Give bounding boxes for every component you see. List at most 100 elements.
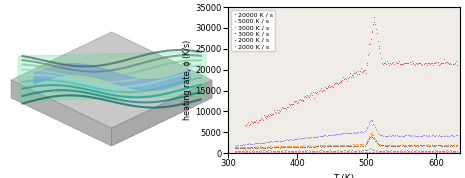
Point <box>325 85 332 88</box>
Point <box>242 124 250 127</box>
Point <box>300 145 308 148</box>
Point <box>383 143 391 146</box>
Point <box>274 150 282 153</box>
Point <box>234 150 241 153</box>
Point <box>435 150 442 153</box>
Point <box>231 149 239 152</box>
Point <box>349 74 356 77</box>
Point <box>390 61 397 64</box>
Point <box>330 133 338 136</box>
Point <box>318 144 325 146</box>
Point <box>376 150 384 153</box>
Point <box>368 148 375 150</box>
Point <box>389 143 397 146</box>
Point <box>374 40 381 43</box>
Point <box>329 149 336 152</box>
Point <box>265 114 272 116</box>
Point <box>266 112 274 115</box>
Point <box>270 108 278 111</box>
Point <box>256 119 264 122</box>
Point <box>242 145 249 148</box>
Point <box>269 149 276 152</box>
Point <box>399 143 406 146</box>
Point <box>336 132 343 135</box>
Point <box>438 144 445 147</box>
Point <box>243 143 250 146</box>
Point <box>430 134 438 137</box>
Point <box>405 144 412 147</box>
Point <box>306 144 313 146</box>
Point <box>326 134 334 136</box>
Point <box>435 134 443 137</box>
Point <box>389 144 397 147</box>
Point <box>231 150 239 153</box>
Point <box>287 149 294 152</box>
Point <box>434 61 441 64</box>
Point <box>261 116 268 119</box>
Point <box>425 62 432 64</box>
Point <box>263 149 271 152</box>
Point <box>413 144 421 147</box>
Point <box>255 145 262 148</box>
Point <box>436 135 444 137</box>
Point <box>387 143 394 146</box>
Point <box>276 140 283 142</box>
Point <box>290 149 297 152</box>
Point <box>286 149 293 152</box>
Point <box>250 146 257 149</box>
Point <box>244 149 251 152</box>
Point <box>444 143 451 146</box>
Point <box>258 146 266 149</box>
Point <box>421 134 428 137</box>
Point <box>286 146 294 148</box>
Point <box>447 143 455 146</box>
Point <box>235 143 242 146</box>
Point <box>345 149 353 152</box>
Point <box>369 120 376 123</box>
Point <box>369 150 377 153</box>
Point <box>251 149 258 152</box>
Point <box>359 150 367 153</box>
Point <box>266 146 274 149</box>
Point <box>294 100 302 103</box>
Point <box>297 145 305 148</box>
Point <box>304 94 311 97</box>
Point <box>312 144 320 147</box>
Point <box>242 149 250 152</box>
Point <box>357 67 365 70</box>
Point <box>249 146 256 149</box>
Point <box>356 144 363 147</box>
Point <box>438 150 445 153</box>
Point <box>255 119 263 122</box>
Point <box>365 52 372 55</box>
Point <box>385 149 392 152</box>
Point <box>399 149 406 152</box>
Point <box>329 145 336 147</box>
Point <box>381 144 388 147</box>
Point <box>282 145 289 148</box>
Point <box>399 134 406 137</box>
Point <box>409 143 416 146</box>
Point <box>365 42 373 45</box>
Point <box>347 149 354 152</box>
Point <box>287 106 294 109</box>
Point <box>270 145 278 148</box>
Point <box>368 134 375 137</box>
Point <box>360 69 367 71</box>
Point <box>403 143 410 146</box>
Point <box>341 149 349 152</box>
Point <box>369 132 376 135</box>
Point <box>304 144 312 147</box>
Point <box>346 131 354 134</box>
Point <box>349 145 356 148</box>
Point <box>352 131 360 134</box>
Point <box>321 86 328 88</box>
Point <box>272 145 280 148</box>
Point <box>389 149 396 152</box>
Point <box>422 150 430 153</box>
Point <box>304 149 311 152</box>
Point <box>377 52 384 55</box>
Point <box>442 134 450 137</box>
Point <box>306 95 313 98</box>
Point <box>302 136 309 139</box>
